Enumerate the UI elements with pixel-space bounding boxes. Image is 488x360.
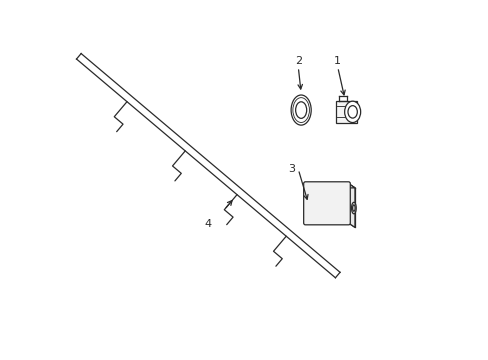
Polygon shape — [335, 101, 356, 123]
Text: 4: 4 — [204, 220, 211, 229]
Ellipse shape — [344, 101, 360, 122]
Ellipse shape — [347, 105, 357, 118]
Polygon shape — [305, 184, 354, 188]
Text: 1: 1 — [334, 56, 341, 66]
Ellipse shape — [292, 98, 309, 122]
Polygon shape — [348, 184, 354, 227]
Text: 3: 3 — [287, 164, 294, 174]
Ellipse shape — [295, 102, 306, 118]
Ellipse shape — [352, 205, 354, 211]
Text: 2: 2 — [294, 56, 301, 66]
FancyBboxPatch shape — [303, 182, 349, 225]
Ellipse shape — [351, 202, 355, 214]
Ellipse shape — [290, 95, 310, 125]
